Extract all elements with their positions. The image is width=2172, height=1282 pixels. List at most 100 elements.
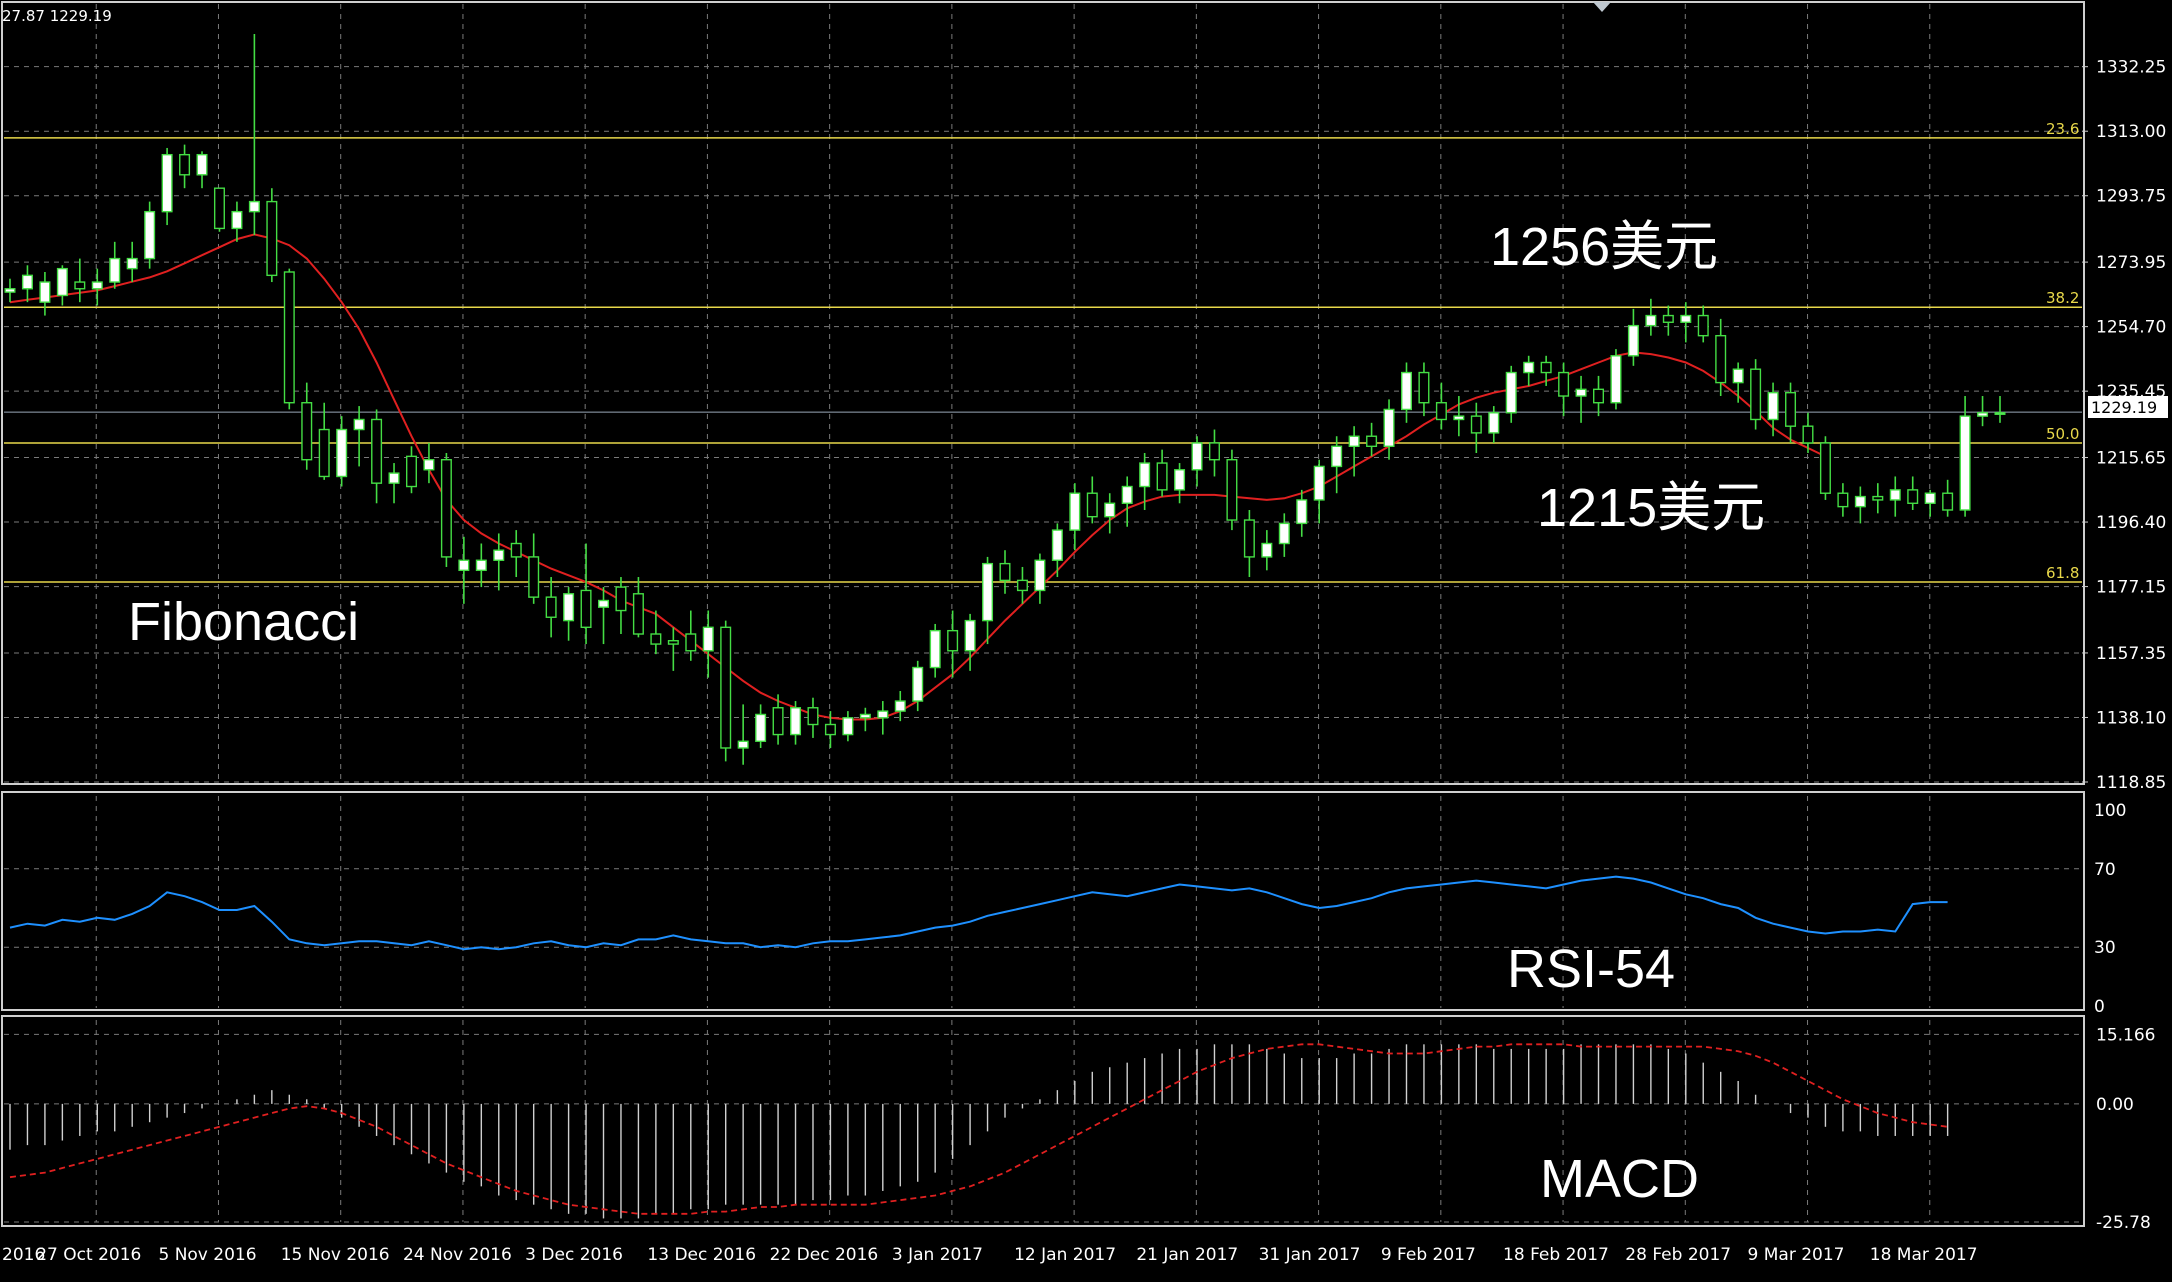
scroll-marker-icon[interactable] [1593, 2, 1611, 12]
candle [1924, 489, 1936, 517]
candle [21, 265, 33, 303]
macd-y-tick-label: -25.78 [2096, 1213, 2151, 1233]
candle [702, 610, 714, 678]
candle [1034, 553, 1046, 604]
candle [1139, 453, 1151, 510]
candle [248, 34, 260, 236]
candle [1069, 483, 1081, 551]
candle [1907, 476, 1919, 510]
candle [1977, 396, 1989, 427]
candle-body-up [1732, 368, 1744, 384]
x-axis-date-label: 9 Mar 2017 [1748, 1245, 1845, 1265]
candle [1261, 530, 1273, 571]
candle [353, 406, 365, 467]
candle-body-up [336, 428, 348, 478]
candle-body-up [1278, 522, 1290, 545]
candle [1435, 382, 1447, 430]
rsi-panel-frame [1, 791, 2085, 1011]
candle [161, 147, 173, 226]
candle-body-up [1523, 361, 1535, 374]
candle [1558, 362, 1570, 417]
candle [632, 577, 644, 638]
candle-body-up [894, 700, 906, 712]
current-price-label: 1229.19 [2091, 398, 2157, 417]
rsi-line [9, 875, 1948, 951]
candle [755, 704, 767, 748]
price-y-tick-label: 1254.70 [2096, 318, 2166, 338]
x-axis-date-label: 28 Feb 2017 [1625, 1245, 1731, 1265]
candle-body-down [772, 707, 784, 736]
candle-body-up [1854, 495, 1866, 508]
x-axis-date-label: 18 Mar 2017 [1870, 1245, 1978, 1265]
candle-body-up [1680, 314, 1692, 323]
candle-body-up [126, 257, 138, 270]
candle [982, 556, 994, 645]
candle-body-up [1610, 355, 1622, 404]
candle [1226, 449, 1238, 531]
candle-body-up [21, 274, 33, 290]
x-axis-date-label: 3 Dec 2016 [525, 1245, 623, 1265]
candle [1470, 402, 1482, 454]
candle [1208, 429, 1220, 477]
candle [894, 690, 906, 722]
candle [1767, 382, 1779, 437]
candle [1645, 298, 1657, 336]
candle [1453, 396, 1465, 437]
candle-body-up [423, 459, 435, 471]
candle-body-up [842, 717, 854, 736]
macd-series [9, 1043, 1949, 1219]
candle [964, 613, 976, 671]
candle [1680, 302, 1692, 343]
price-y-tick-label: 1313.00 [2096, 122, 2166, 142]
candle [1610, 349, 1622, 410]
candle [1872, 483, 1884, 514]
candle [1785, 382, 1797, 443]
candle-body-down [632, 593, 644, 635]
candle-body-up [493, 549, 505, 561]
candle-body-down [1540, 361, 1552, 374]
rsi-series [9, 875, 1948, 951]
x-axis-date-label: 22 Dec 2016 [770, 1245, 879, 1265]
candle-body-down [1872, 495, 1884, 501]
candle-body-down [1750, 368, 1762, 421]
candle [685, 610, 697, 661]
price-y-tick-label: 1177.15 [2096, 578, 2166, 598]
candle [947, 610, 959, 678]
candle-body-down [510, 542, 522, 558]
candle-body-down [1837, 492, 1849, 508]
macd-panel-frame [1, 1015, 2085, 1227]
candle-body-up [388, 472, 400, 484]
candle-body-up [563, 593, 575, 622]
candle [405, 446, 417, 494]
candle-body-up [196, 153, 208, 176]
candle [650, 610, 662, 655]
candle-body-up [458, 559, 470, 572]
fib-level-label: 23.6 [2046, 120, 2079, 138]
candle-body-up [1994, 412, 2006, 415]
x-axis-date-label: 21 Jan 2017 [1136, 1245, 1238, 1265]
candle-body-up [1767, 391, 1779, 421]
price-y-tick-label: 1215.65 [2096, 449, 2166, 469]
candle [266, 188, 278, 283]
candle [667, 627, 679, 671]
candle-body-down [685, 633, 697, 652]
annotation-1215: 1215美元 [1537, 478, 1765, 538]
candle-body-down [615, 586, 627, 612]
candle [720, 620, 732, 762]
candle-body-up [1575, 388, 1587, 397]
candle-body-up [4, 288, 16, 293]
candle-body-up [1104, 502, 1116, 518]
candle-body-down [650, 633, 662, 645]
price-y-tick-label: 1293.75 [2096, 187, 2166, 207]
candle [1488, 406, 1500, 443]
candle [1750, 359, 1762, 430]
candle [1086, 476, 1098, 524]
rsi-y-tick-label: 100 [2094, 801, 2126, 821]
fibonacci-levels: 23.6 38.2 50.0 61.8 [4, 120, 2082, 583]
candle [1662, 305, 1674, 336]
candle-body-down [1715, 334, 1727, 384]
candle [1889, 476, 1901, 517]
candle [1243, 509, 1255, 578]
candle-body-down [824, 723, 836, 736]
fib-level-label: 38.2 [2046, 289, 2079, 307]
